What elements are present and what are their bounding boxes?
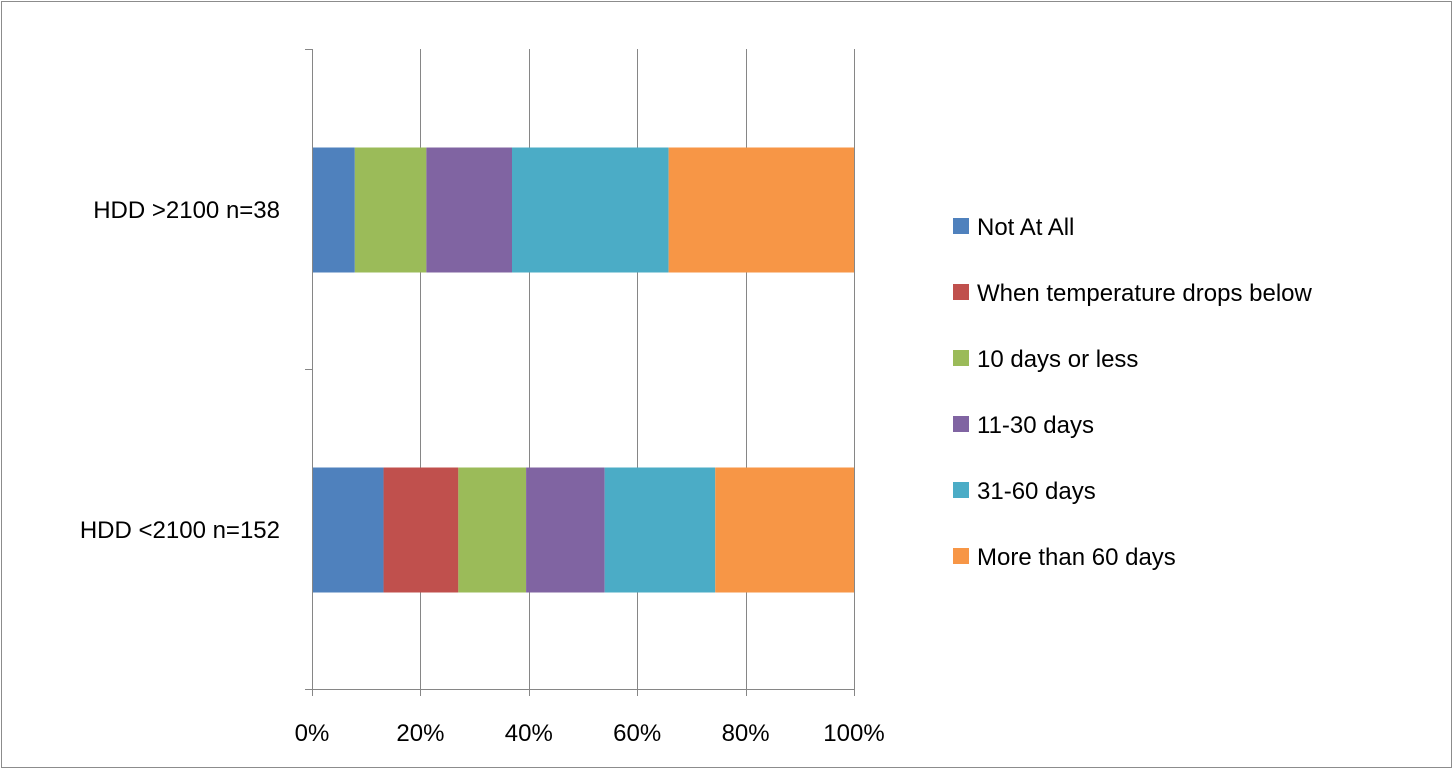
axes xyxy=(305,49,855,696)
legend-item: 11-30 days xyxy=(953,412,1094,439)
legend-label: More than 60 days xyxy=(977,544,1176,571)
bar-segment xyxy=(604,467,716,593)
y-category-label: HDD <2100 n=152 xyxy=(80,517,280,544)
legend-swatch xyxy=(953,416,969,432)
bar-segment xyxy=(526,467,605,593)
legend-swatch xyxy=(953,350,969,366)
x-tick-label: 20% xyxy=(396,720,444,747)
legend-item: When temperature drops below xyxy=(953,280,1313,307)
gridlines xyxy=(420,49,855,689)
bar-segment xyxy=(312,467,384,593)
legend-swatch xyxy=(953,284,969,300)
legend-item: Not At All xyxy=(953,214,1074,241)
legend-label: 11-30 days xyxy=(977,412,1094,439)
bar-segment xyxy=(354,147,427,273)
x-tick-label: 40% xyxy=(505,720,553,747)
legend-label: Not At All xyxy=(977,214,1074,241)
legend-label: 31-60 days xyxy=(977,478,1096,505)
legend-item: More than 60 days xyxy=(953,544,1176,571)
legend-label: When temperature drops below xyxy=(977,280,1313,307)
bar-segment xyxy=(715,467,854,593)
x-tick-label: 80% xyxy=(722,720,770,747)
legend: Not At All When temperature drops below 10… xyxy=(953,214,1313,571)
y-category-label: HDD >2100 n=38 xyxy=(93,197,280,224)
bar-segment xyxy=(511,147,669,273)
bar-segment xyxy=(312,147,355,273)
x-tick-label: 100% xyxy=(823,720,884,747)
legend-item: 31-60 days xyxy=(953,478,1096,505)
legend-swatch xyxy=(953,548,969,564)
legend-item: 10 days or less xyxy=(953,346,1138,373)
bar-segment xyxy=(383,467,459,593)
bar-segment xyxy=(426,147,512,273)
bars xyxy=(312,147,854,593)
legend-label: 10 days or less xyxy=(977,346,1138,373)
x-tick-label: 0% xyxy=(295,720,330,747)
legend-swatch xyxy=(953,482,969,498)
bar-segment xyxy=(668,147,854,273)
bar-segment xyxy=(458,467,527,593)
x-tick-label: 60% xyxy=(613,720,661,747)
axis-labels: 0% 20% 40% 60% 80% 100% HDD >2100 n=38 HDD <210… xyxy=(80,197,885,747)
legend-swatch xyxy=(953,218,969,234)
